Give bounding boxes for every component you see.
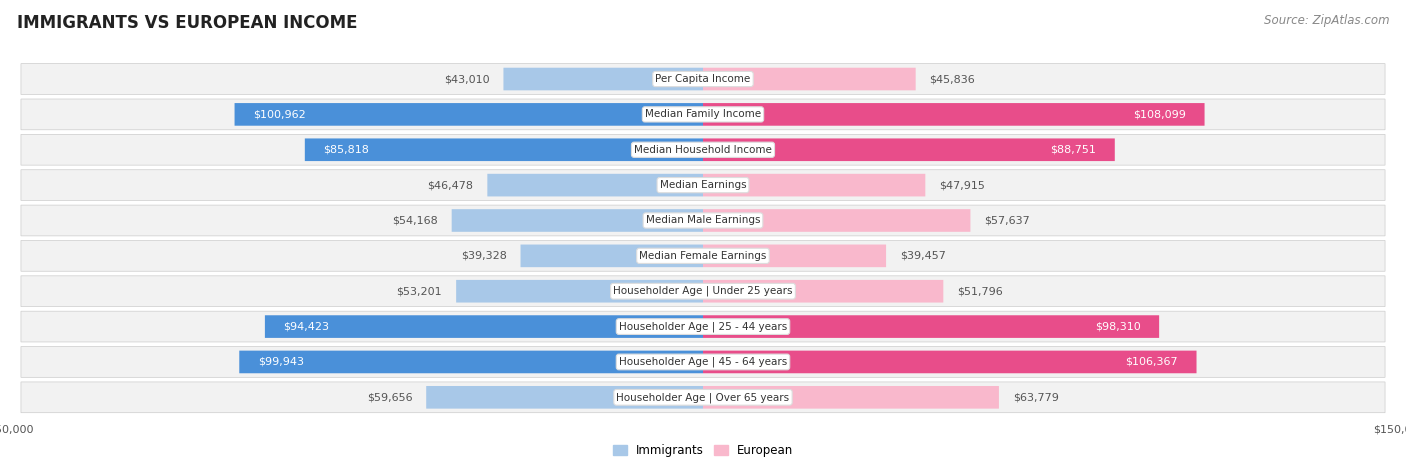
FancyBboxPatch shape — [503, 68, 703, 90]
FancyBboxPatch shape — [426, 386, 703, 409]
FancyBboxPatch shape — [21, 276, 1385, 307]
FancyBboxPatch shape — [21, 170, 1385, 200]
Text: Source: ZipAtlas.com: Source: ZipAtlas.com — [1264, 14, 1389, 27]
Text: Median Male Earnings: Median Male Earnings — [645, 215, 761, 226]
Text: $85,818: $85,818 — [323, 145, 370, 155]
FancyBboxPatch shape — [264, 315, 703, 338]
Text: $108,099: $108,099 — [1133, 109, 1187, 120]
FancyBboxPatch shape — [520, 245, 703, 267]
FancyBboxPatch shape — [703, 68, 915, 90]
Text: $88,751: $88,751 — [1050, 145, 1097, 155]
Text: $53,201: $53,201 — [396, 286, 443, 296]
FancyBboxPatch shape — [703, 103, 1205, 126]
Text: Householder Age | 45 - 64 years: Householder Age | 45 - 64 years — [619, 357, 787, 367]
Text: Householder Age | Over 65 years: Householder Age | Over 65 years — [616, 392, 790, 403]
Text: IMMIGRANTS VS EUROPEAN INCOME: IMMIGRANTS VS EUROPEAN INCOME — [17, 14, 357, 32]
Text: $45,836: $45,836 — [929, 74, 976, 84]
Text: Householder Age | Under 25 years: Householder Age | Under 25 years — [613, 286, 793, 297]
Text: $63,779: $63,779 — [1012, 392, 1059, 402]
FancyBboxPatch shape — [703, 209, 970, 232]
Text: $54,168: $54,168 — [392, 215, 437, 226]
Legend: Immigrants, European: Immigrants, European — [607, 439, 799, 462]
FancyBboxPatch shape — [488, 174, 703, 197]
Text: $99,943: $99,943 — [257, 357, 304, 367]
Text: $57,637: $57,637 — [984, 215, 1031, 226]
Text: Median Household Income: Median Household Income — [634, 145, 772, 155]
Text: $59,656: $59,656 — [367, 392, 412, 402]
FancyBboxPatch shape — [703, 138, 1115, 161]
Text: Median Family Income: Median Family Income — [645, 109, 761, 120]
Text: $106,367: $106,367 — [1125, 357, 1178, 367]
Text: $43,010: $43,010 — [444, 74, 489, 84]
FancyBboxPatch shape — [21, 241, 1385, 271]
FancyBboxPatch shape — [456, 280, 703, 303]
Text: $47,915: $47,915 — [939, 180, 986, 190]
FancyBboxPatch shape — [21, 382, 1385, 413]
Text: $98,310: $98,310 — [1095, 322, 1140, 332]
FancyBboxPatch shape — [703, 315, 1159, 338]
FancyBboxPatch shape — [703, 280, 943, 303]
Text: $100,962: $100,962 — [253, 109, 307, 120]
Text: Householder Age | 25 - 44 years: Householder Age | 25 - 44 years — [619, 321, 787, 332]
FancyBboxPatch shape — [21, 99, 1385, 130]
Text: $39,328: $39,328 — [461, 251, 506, 261]
Text: Median Earnings: Median Earnings — [659, 180, 747, 190]
FancyBboxPatch shape — [21, 347, 1385, 377]
FancyBboxPatch shape — [21, 134, 1385, 165]
FancyBboxPatch shape — [21, 205, 1385, 236]
FancyBboxPatch shape — [703, 174, 925, 197]
FancyBboxPatch shape — [703, 386, 998, 409]
Text: Per Capita Income: Per Capita Income — [655, 74, 751, 84]
FancyBboxPatch shape — [21, 311, 1385, 342]
FancyBboxPatch shape — [239, 351, 703, 373]
Text: $39,457: $39,457 — [900, 251, 946, 261]
FancyBboxPatch shape — [305, 138, 703, 161]
Text: Median Female Earnings: Median Female Earnings — [640, 251, 766, 261]
Text: $46,478: $46,478 — [427, 180, 474, 190]
FancyBboxPatch shape — [451, 209, 703, 232]
Text: $51,796: $51,796 — [957, 286, 1002, 296]
FancyBboxPatch shape — [703, 351, 1197, 373]
FancyBboxPatch shape — [21, 64, 1385, 94]
Text: $94,423: $94,423 — [284, 322, 329, 332]
FancyBboxPatch shape — [703, 245, 886, 267]
FancyBboxPatch shape — [235, 103, 703, 126]
